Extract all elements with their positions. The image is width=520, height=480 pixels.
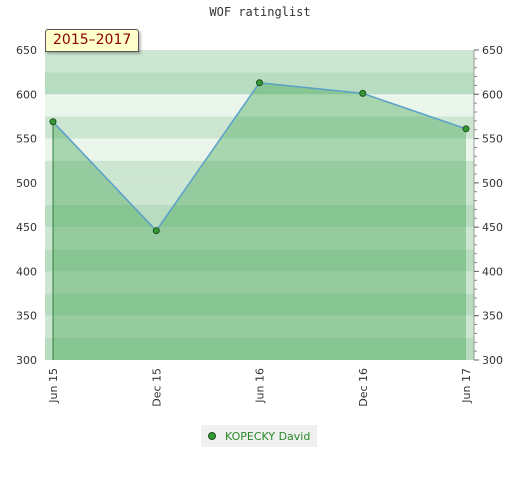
- y-tick-label-right: 500: [482, 177, 503, 190]
- period-badge: 2015–2017: [45, 29, 140, 52]
- background-band: [45, 50, 474, 73]
- y-tick-label-left: 650: [16, 44, 37, 57]
- data-point: [256, 79, 263, 87]
- y-tick-label-left: 600: [16, 88, 37, 101]
- data-point: [359, 89, 367, 97]
- y-tick-label-right: 450: [482, 221, 503, 234]
- chart-legend[interactable]: KOPECKY David: [201, 425, 318, 447]
- series-area: [53, 82, 466, 361]
- y-tick-label-left: 400: [16, 265, 37, 278]
- y-tick-label-left: 300: [16, 354, 37, 367]
- y-tick-label-left: 500: [16, 177, 37, 190]
- data-point: [462, 125, 470, 133]
- y-tick-label-right: 600: [482, 88, 503, 101]
- background-band: [45, 205, 474, 228]
- x-tick-label: Dec 15: [150, 368, 163, 407]
- y-tick-label-left: 450: [16, 221, 37, 234]
- y-tick-label-right: 400: [482, 265, 503, 278]
- right-axis-ticks: 300 350 400 450 500 550 600 650: [474, 44, 503, 367]
- background-band: [45, 182, 474, 205]
- legend-series-label: KOPECKY David: [225, 429, 311, 443]
- background-band: [45, 315, 474, 338]
- background-band: [45, 94, 474, 117]
- y-tick-label-left: 350: [16, 310, 37, 323]
- background-band: [45, 160, 474, 183]
- x-axis-ticks: Jun 15 Dec 15 Jun 16 Dec 16 Jun 17: [47, 368, 473, 407]
- data-point: [152, 227, 160, 235]
- right-axis-minor-ticks: [473, 49, 477, 361]
- x-tick-label: Jun 16: [254, 368, 267, 404]
- data-point: [49, 118, 57, 126]
- y-tick-label-right: 300: [482, 354, 503, 367]
- y-tick-label-right: 550: [482, 133, 503, 146]
- background-band: [45, 138, 474, 161]
- left-axis-ticks: 300 350 400 450 500 550 600 650: [16, 44, 37, 367]
- y-tick-label-right: 350: [482, 310, 503, 323]
- background-band: [45, 337, 474, 360]
- x-tick-label: Jun 17: [460, 368, 473, 404]
- background-band: [45, 271, 474, 294]
- y-tick-label-left: 550: [16, 133, 37, 146]
- background-band: [45, 227, 474, 250]
- chart-title: WOF ratinglist: [209, 5, 311, 19]
- x-tick-label: Jun 15: [47, 368, 60, 404]
- background-band: [45, 293, 474, 316]
- legend-marker-icon: [208, 432, 216, 440]
- x-tick-label: Dec 16: [357, 368, 370, 407]
- y-tick-label-right: 650: [482, 44, 503, 57]
- background-band: [45, 249, 474, 272]
- background-band: [45, 116, 474, 139]
- data-markers: [49, 79, 470, 235]
